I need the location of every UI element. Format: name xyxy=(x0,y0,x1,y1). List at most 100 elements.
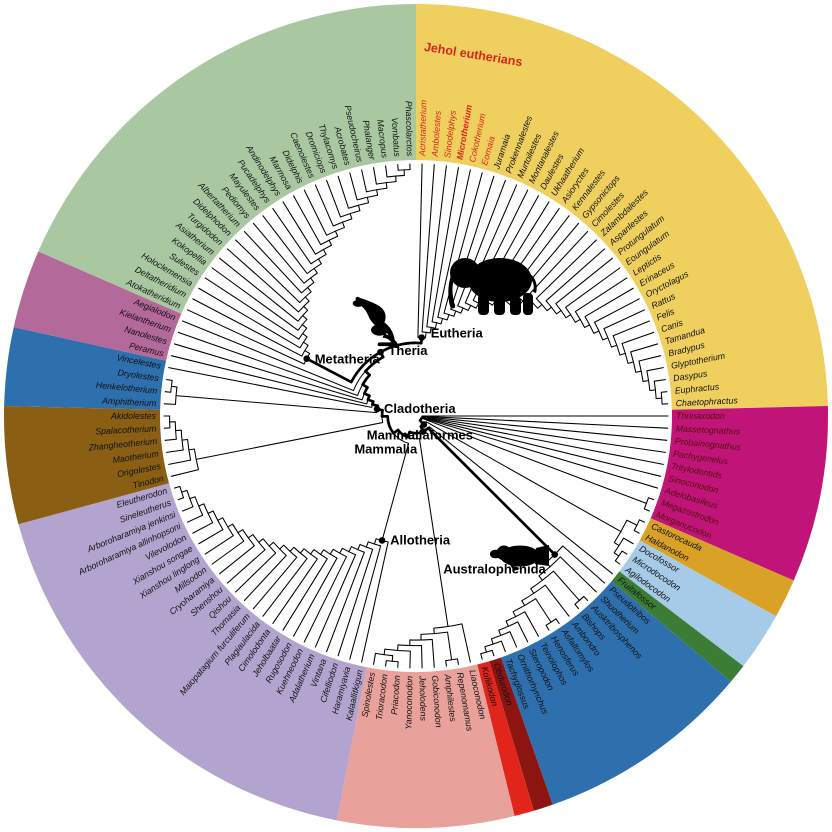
tree-edge xyxy=(381,442,410,541)
tree-edge xyxy=(660,391,668,393)
tree-arc xyxy=(252,534,266,551)
taxon-label: Akidolestes xyxy=(110,411,157,421)
tree-arc xyxy=(262,538,277,554)
tree-edge xyxy=(383,648,386,656)
tree-edge xyxy=(421,164,435,333)
tree-edge xyxy=(421,416,666,453)
tree-edge xyxy=(385,165,388,178)
tree-arc xyxy=(484,640,502,648)
tree-arc xyxy=(398,169,411,171)
tree-edge xyxy=(460,307,464,314)
tree-edge xyxy=(453,310,457,317)
tree-edge xyxy=(218,257,299,322)
tree-edge xyxy=(181,489,188,493)
tree-arc xyxy=(301,281,315,294)
silhouette-layer xyxy=(352,258,549,571)
tree-arc xyxy=(359,544,373,550)
clade-node-dot xyxy=(378,537,386,544)
tree-edge xyxy=(268,541,274,547)
tree-arc xyxy=(386,660,399,663)
tree-edge xyxy=(426,426,557,556)
tree-edge xyxy=(484,646,487,653)
generated-tree-layer: Acristatherium Ambolestes SinodelphysMicro… xyxy=(3,4,829,828)
tree-edge xyxy=(431,167,459,323)
tree-edge xyxy=(559,556,597,593)
tree-edge xyxy=(243,230,303,294)
tree-edge xyxy=(177,497,185,501)
platypus-icon xyxy=(490,545,549,571)
sector-metatheria xyxy=(38,4,416,314)
elephant-icon xyxy=(448,258,537,315)
tree-edge xyxy=(545,624,550,631)
sector-symmetrodonta xyxy=(3,406,169,525)
tree-edge xyxy=(175,395,378,414)
tree-edge xyxy=(633,529,640,534)
tree-edge xyxy=(440,317,444,325)
tree-edge xyxy=(366,398,375,403)
tree-edge xyxy=(621,331,655,345)
tree-arc xyxy=(361,374,371,386)
clade-node-dot xyxy=(303,355,311,362)
tree-edge xyxy=(195,422,384,460)
tree-edge xyxy=(272,208,312,265)
tree-edge xyxy=(649,389,656,391)
tree-edge xyxy=(235,552,277,593)
tree-edge xyxy=(562,545,606,584)
tree-edge xyxy=(428,426,614,575)
tree-edge xyxy=(304,350,311,354)
tree-edge xyxy=(371,403,380,408)
tree-arc xyxy=(297,318,308,331)
tree-arc xyxy=(512,598,537,613)
tree-edge xyxy=(555,618,560,624)
tree-edge xyxy=(166,379,173,381)
tree-edge xyxy=(227,523,234,528)
taxon-label: Acristatherium xyxy=(417,100,428,157)
tree-arc xyxy=(203,503,214,523)
tree-edge xyxy=(314,184,334,227)
tree-arc xyxy=(301,345,309,357)
taxon-label: Priacodon xyxy=(389,675,402,715)
tree-edge xyxy=(166,449,184,453)
tree-edge xyxy=(235,239,301,303)
tree-edge xyxy=(262,557,308,617)
tree-edge xyxy=(505,620,509,627)
tree-edge xyxy=(535,598,552,623)
tree-edge xyxy=(357,204,361,212)
taxon-label: Phascolarctos xyxy=(404,101,415,157)
tree-edge xyxy=(642,380,650,382)
taxon-label: Spalacotherium xyxy=(95,423,157,436)
tree-edge xyxy=(524,611,539,637)
tree-edge xyxy=(164,438,177,441)
tree-edge xyxy=(186,309,305,365)
tree-edge xyxy=(583,595,589,602)
tree-arc xyxy=(212,510,224,530)
tree-arc xyxy=(535,298,548,312)
sector-eutheria xyxy=(416,4,828,410)
tree-edge xyxy=(421,415,669,429)
clade-label-metatheria: Metatheria xyxy=(315,352,381,367)
tree-edge xyxy=(613,552,620,557)
tree-arc xyxy=(633,519,640,531)
tree-edge xyxy=(337,548,374,657)
tree-arc xyxy=(545,618,557,626)
tree-edge xyxy=(357,543,361,551)
tree-edge xyxy=(627,361,634,364)
tree-arc xyxy=(498,621,519,631)
tree-edge xyxy=(467,304,472,311)
tree-edge xyxy=(426,165,447,328)
tree-edge xyxy=(535,239,597,300)
tree-arc xyxy=(465,302,477,309)
tree-edge xyxy=(456,658,459,665)
tree-edge xyxy=(211,267,299,331)
tree-edge xyxy=(610,344,618,348)
tree-edge xyxy=(638,355,662,362)
tree-edge xyxy=(434,322,438,329)
clade-label-eutheria: Eutheria xyxy=(431,326,484,341)
tree-edge xyxy=(258,538,264,543)
tree-edge xyxy=(243,554,287,602)
taxon-label: Thrinaxodon xyxy=(676,411,725,421)
clade-label-allotheria: Allotheria xyxy=(390,532,451,547)
tree-edge xyxy=(565,267,621,308)
tree-arc xyxy=(505,611,526,622)
tree-edge xyxy=(498,629,502,636)
